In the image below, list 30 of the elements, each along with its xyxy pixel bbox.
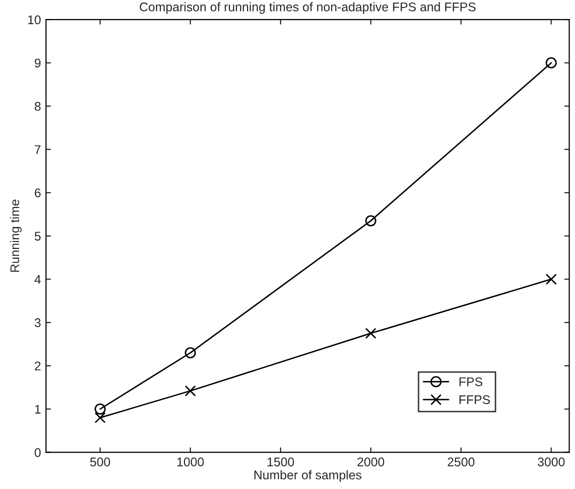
y-tick-label: 6 [34, 188, 41, 198]
x-tick-label: 2500 [448, 458, 474, 466]
x-tick-label: 2000 [358, 458, 384, 466]
y-tick-label: 5 [34, 232, 41, 241]
point [94, 403, 106, 415]
x-tick-label: 1000 [177, 458, 204, 466]
x-axis-title: Number of samples [254, 470, 362, 482]
x-tick-label: 3000 [538, 458, 565, 466]
point [94, 412, 106, 424]
point [546, 57, 557, 68]
legend-label: FFPS [460, 395, 490, 404]
y-tick-label: 7 [34, 145, 41, 154]
x-tick-label: 1500 [268, 458, 294, 466]
x-tick-label: 500 [90, 458, 110, 466]
y-tick-label: 9 [34, 58, 41, 68]
point [546, 274, 557, 285]
chart-title: Comparison of running times of non-adaptive FPS and FFPS [140, 2, 476, 14]
point [184, 347, 196, 358]
y-tick-label: 4 [34, 275, 41, 284]
y-tick-label: 0 [34, 448, 41, 457]
y-tick-label: 10 [28, 15, 41, 24]
point [365, 328, 376, 339]
point [365, 215, 376, 226]
y-tick-label: 3 [34, 318, 41, 328]
y-tick-label: 1 [35, 404, 41, 414]
y-tick-label: 8 [34, 102, 41, 111]
y-axis-title: Running time [10, 200, 22, 272]
y-tick-label: 2 [34, 362, 41, 370]
point [184, 385, 196, 396]
legend-label: FPS [460, 377, 482, 386]
